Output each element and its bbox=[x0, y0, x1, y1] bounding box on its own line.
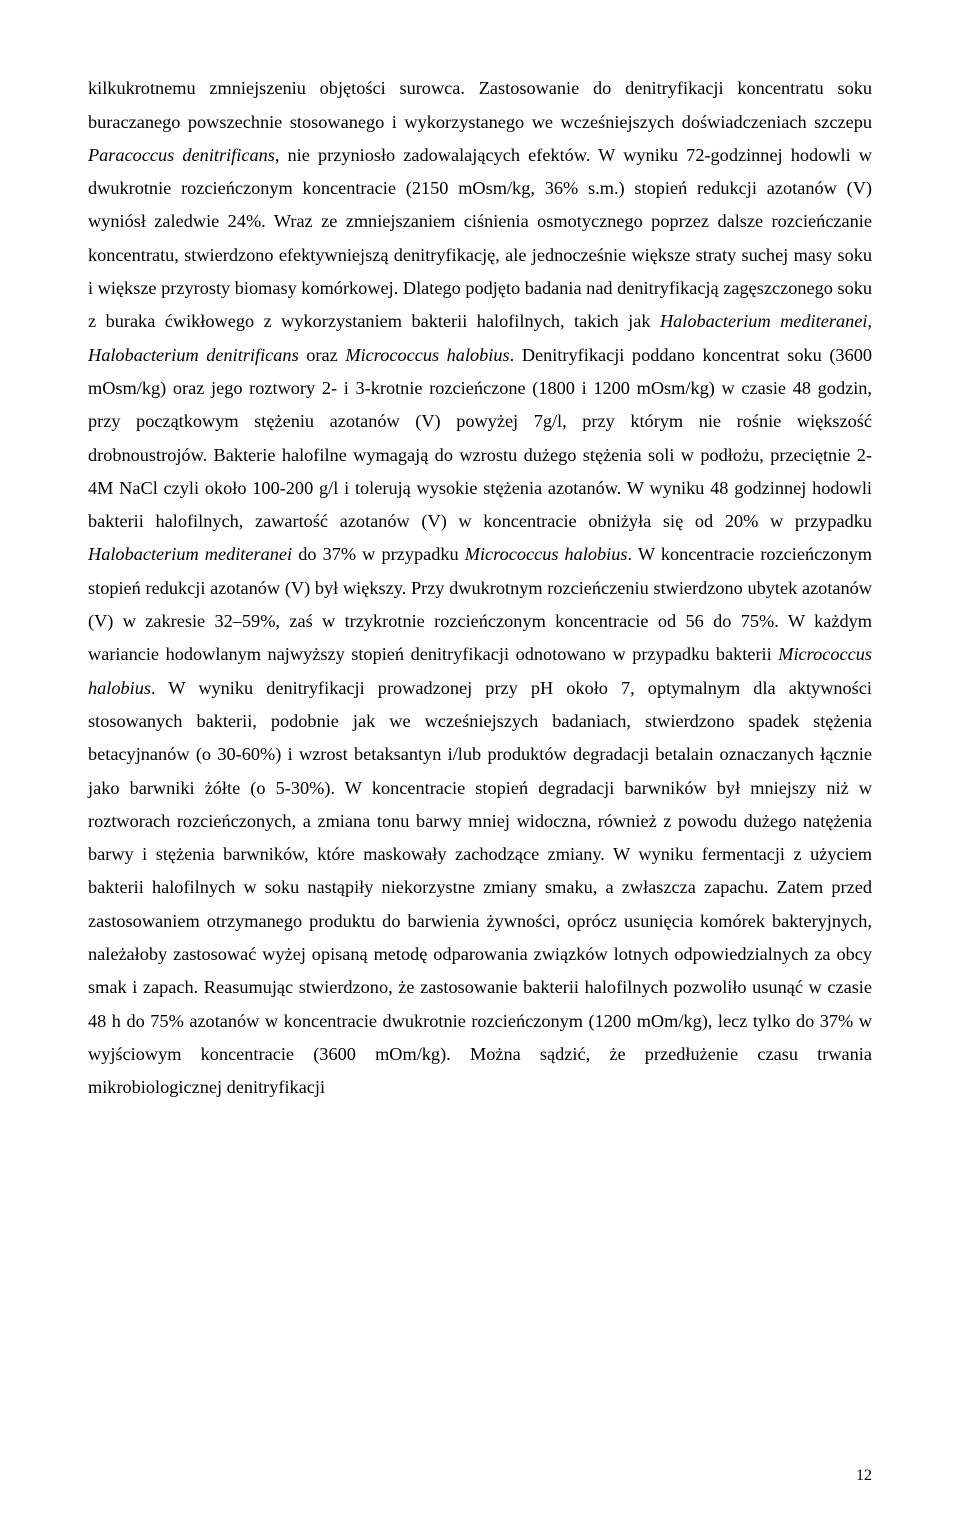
page-number: 12 bbox=[856, 1467, 872, 1485]
document-page: kilkukrotnemu zmniejszeniu objętości sur… bbox=[0, 0, 960, 1513]
species-name: Halobacterium mediteranei bbox=[88, 544, 292, 564]
text-fragment: kilkukrotnemu zmniejszeniu objętości sur… bbox=[88, 78, 872, 131]
text-fragment: do 37% w przypadku bbox=[292, 544, 465, 564]
body-paragraph: kilkukrotnemu zmniejszeniu objętości sur… bbox=[88, 72, 872, 1104]
species-name: Micrococcus halobius bbox=[345, 345, 509, 365]
species-name: Paracoccus denitrificans bbox=[88, 145, 275, 165]
species-name: Micrococcus halobius bbox=[465, 544, 628, 564]
text-fragment: . Denitryfikacji poddano koncentrat soku… bbox=[88, 345, 872, 531]
text-fragment: oraz bbox=[299, 345, 346, 365]
text-fragment: , nie przyniosło zadowalających efektów.… bbox=[88, 145, 872, 331]
text-fragment: . W wyniku denitryfikacji prowadzonej pr… bbox=[88, 678, 872, 1098]
